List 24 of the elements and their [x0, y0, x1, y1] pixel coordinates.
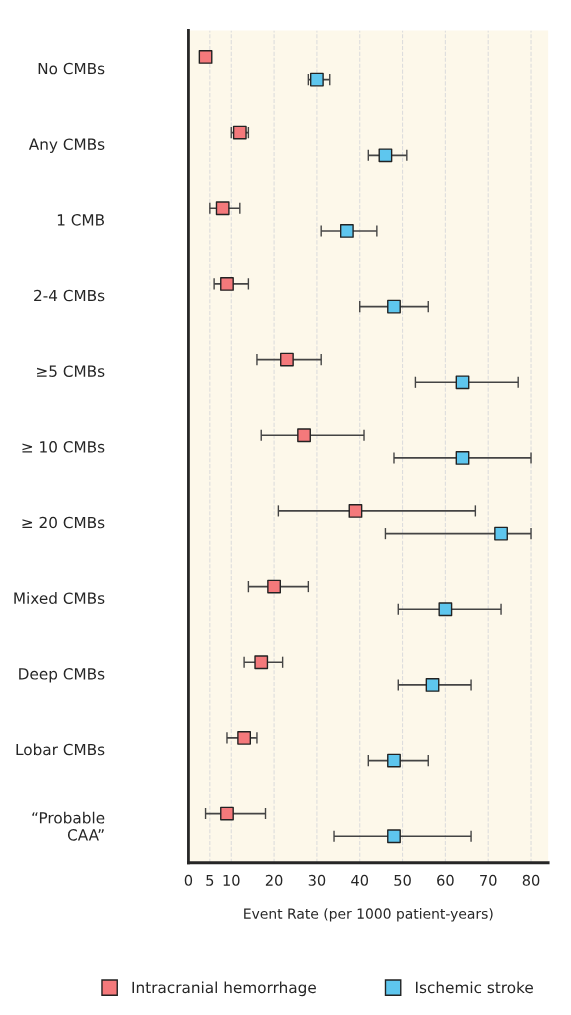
legend-label: Intracranial hemorrhage — [132, 981, 316, 997]
y-tick-label: Mixed CMBs — [14, 592, 105, 604]
x-axis-title: Event Rate (per 1000 patient-years) — [244, 908, 493, 922]
y-tick-label: “Probable CAA” — [32, 811, 105, 841]
x-tick-label: 0 — [184, 874, 193, 886]
y-tick-label: ≥ 20 CMBs — [22, 516, 105, 529]
x-tick-label: 10 — [223, 874, 240, 886]
y-tick-label: 1 CMB — [57, 214, 105, 226]
y-tick-label: ≥ 10 CMBs — [22, 441, 105, 453]
x-tick-label: 80 — [522, 874, 540, 886]
x-tick-label: 50 — [394, 874, 411, 886]
y-tick-label: Lobar CMBs — [16, 743, 105, 756]
x-tick-label: 60 — [437, 874, 454, 886]
x-tick-label: 70 — [480, 874, 497, 886]
y-tick-label: No CMBs — [38, 62, 105, 75]
x-tick-label: 5 — [206, 875, 214, 886]
y-tick-label: ≥5 CMBs — [37, 365, 105, 377]
x-tick-label: 30 — [308, 874, 326, 886]
legend-label: Ischemic stroke — [416, 981, 533, 994]
y-tick-label: 2-4 CMBs — [34, 289, 105, 302]
y-tick-label: Deep CMBs — [19, 668, 105, 683]
x-tick-label: 40 — [351, 874, 369, 886]
y-tick-label: Any CMBs — [28, 138, 105, 153]
x-tick-label: 20 — [265, 874, 283, 886]
